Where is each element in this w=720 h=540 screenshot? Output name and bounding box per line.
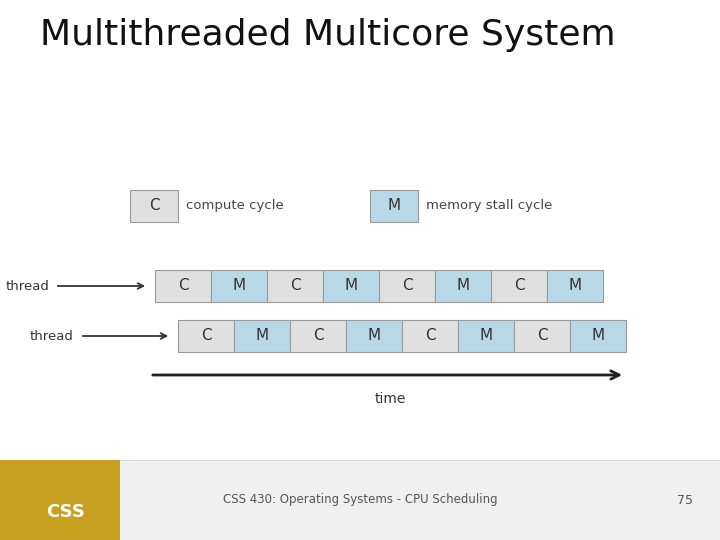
Text: thread: thread	[29, 329, 73, 342]
Text: compute cycle: compute cycle	[186, 199, 284, 213]
Bar	[290, 320, 346, 352]
Text: C: C	[312, 328, 323, 343]
Text: C: C	[513, 279, 524, 294]
Bar	[547, 270, 603, 302]
Text: 75: 75	[677, 494, 693, 507]
Bar	[155, 270, 211, 302]
Bar	[178, 320, 234, 352]
Bar	[0, 460, 720, 540]
Bar	[435, 270, 491, 302]
Text: C: C	[402, 279, 413, 294]
Text: thread: thread	[6, 280, 50, 293]
Text: M: M	[387, 199, 400, 213]
Bar	[267, 270, 323, 302]
Text: time: time	[374, 392, 405, 406]
Text: M: M	[233, 279, 246, 294]
Text: C: C	[289, 279, 300, 294]
Bar	[379, 270, 435, 302]
Text: memory stall cycle: memory stall cycle	[426, 199, 552, 213]
Text: C: C	[149, 199, 159, 213]
Text: M: M	[256, 328, 269, 343]
Bar	[570, 320, 626, 352]
Text: C: C	[425, 328, 436, 343]
Bar	[234, 320, 290, 352]
Text: CSS: CSS	[47, 503, 86, 521]
Bar	[211, 270, 267, 302]
Text: C: C	[536, 328, 547, 343]
Bar	[514, 320, 570, 352]
Bar	[0, 460, 120, 540]
Bar	[346, 320, 402, 352]
Text: M: M	[367, 328, 381, 343]
Text: M: M	[591, 328, 605, 343]
Text: Multithreaded Multicore System: Multithreaded Multicore System	[40, 18, 616, 52]
Bar	[323, 270, 379, 302]
Text: C: C	[201, 328, 211, 343]
Text: M: M	[568, 279, 582, 294]
Text: M: M	[480, 328, 492, 343]
Bar	[458, 320, 514, 352]
Text: M: M	[344, 279, 358, 294]
Bar	[491, 270, 547, 302]
Text: M: M	[456, 279, 469, 294]
Bar	[370, 190, 418, 222]
Bar	[130, 190, 178, 222]
Text: CSS 430: Operating Systems - CPU Scheduling: CSS 430: Operating Systems - CPU Schedul…	[222, 494, 498, 507]
Text: C: C	[178, 279, 189, 294]
Bar	[402, 320, 458, 352]
